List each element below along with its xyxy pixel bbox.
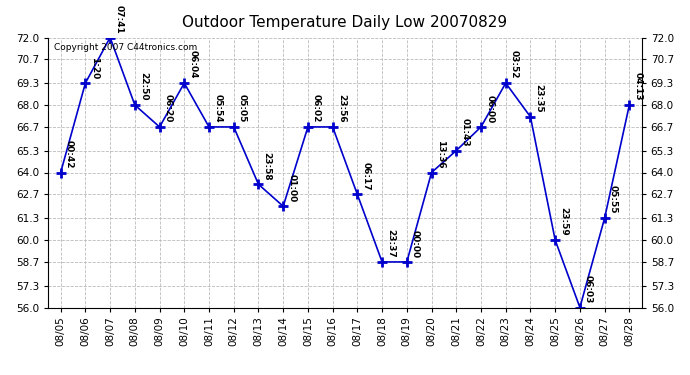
Text: 04:13: 04:13 <box>633 72 642 101</box>
Text: 01:43: 01:43 <box>460 118 469 146</box>
Text: 23:35: 23:35 <box>535 84 544 112</box>
Text: 23:37: 23:37 <box>386 229 395 258</box>
Text: 05:05: 05:05 <box>238 94 247 123</box>
Text: 06:20: 06:20 <box>164 94 172 123</box>
Text: 06:03: 06:03 <box>584 275 593 303</box>
Text: 23:56: 23:56 <box>337 94 346 123</box>
Text: Outdoor Temperature Daily Low 20070829: Outdoor Temperature Daily Low 20070829 <box>182 15 508 30</box>
Text: 05:54: 05:54 <box>213 94 222 123</box>
Text: 01:00: 01:00 <box>287 174 296 202</box>
Text: 22:50: 22:50 <box>139 72 148 101</box>
Text: Copyright 2007 C44tronics.com: Copyright 2007 C44tronics.com <box>55 43 197 52</box>
Text: 23:58: 23:58 <box>263 152 272 180</box>
Text: 03:52: 03:52 <box>510 50 519 79</box>
Text: 13:36: 13:36 <box>435 140 444 168</box>
Text: 23:59: 23:59 <box>560 207 569 236</box>
Text: 00:42: 00:42 <box>65 140 74 168</box>
Text: 05:55: 05:55 <box>609 185 618 214</box>
Text: 00:00: 00:00 <box>411 230 420 258</box>
Text: 1:20: 1:20 <box>90 57 99 79</box>
Text: 06:17: 06:17 <box>362 162 371 190</box>
Text: 07:41: 07:41 <box>115 4 124 33</box>
Text: 06:02: 06:02 <box>312 94 321 123</box>
Text: 06:04: 06:04 <box>188 50 197 79</box>
Text: 06:00: 06:00 <box>485 94 494 123</box>
